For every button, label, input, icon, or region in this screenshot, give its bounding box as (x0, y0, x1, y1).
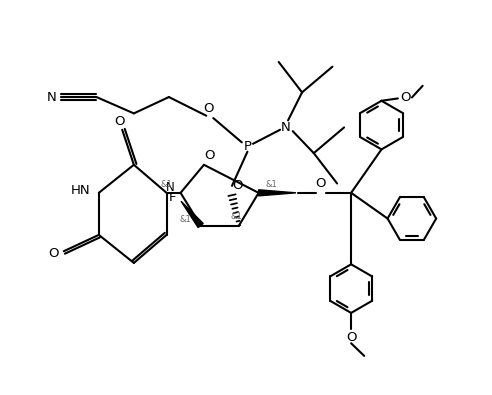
Text: O: O (204, 149, 215, 162)
Text: O: O (400, 92, 411, 104)
Text: O: O (315, 177, 326, 190)
Text: &1: &1 (266, 180, 277, 189)
Text: O: O (232, 179, 243, 192)
Text: O: O (203, 102, 214, 115)
Text: N: N (281, 121, 291, 134)
Text: O: O (48, 247, 59, 260)
Text: P: P (244, 139, 251, 152)
Polygon shape (181, 201, 203, 228)
Text: &1: &1 (161, 180, 172, 189)
Text: &1: &1 (180, 215, 191, 224)
Polygon shape (259, 190, 296, 196)
Text: &1: &1 (231, 212, 243, 221)
Text: O: O (115, 115, 125, 128)
Text: O: O (346, 331, 356, 344)
Text: N: N (166, 181, 175, 194)
Text: F: F (169, 191, 177, 204)
Text: N: N (47, 90, 57, 103)
Text: HN: HN (71, 184, 91, 197)
